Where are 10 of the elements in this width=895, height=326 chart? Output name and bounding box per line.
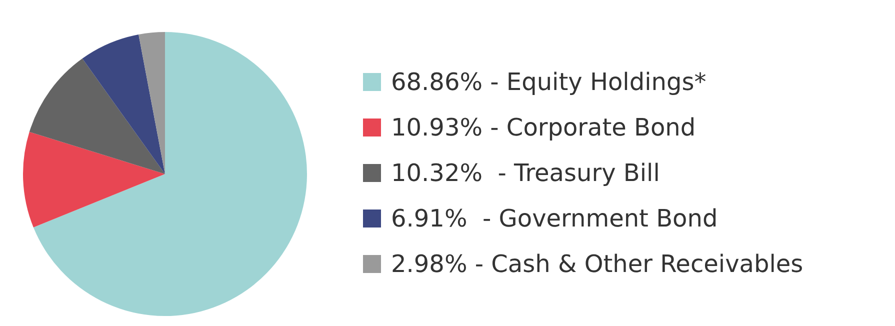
pie-slice	[33, 32, 307, 316]
pie-slice	[138, 32, 165, 174]
legend-label: 6.91% - Government Bond	[391, 204, 718, 232]
pie-slice	[82, 34, 165, 174]
pie-slice	[23, 132, 165, 228]
legend-label: 10.93% - Corporate Bond	[391, 114, 696, 142]
legend-label: 2.98% - Cash & Other Receivables	[391, 250, 804, 278]
legend-label: 10.32% - Treasury Bill	[391, 159, 660, 187]
pie-slice	[29, 58, 165, 174]
legend-label: 68.86% - Equity Holdings*	[391, 68, 706, 96]
